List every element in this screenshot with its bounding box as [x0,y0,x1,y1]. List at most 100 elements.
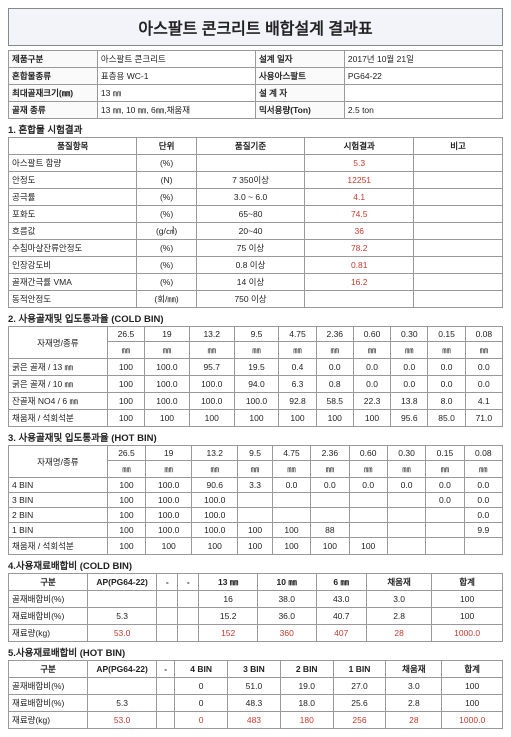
grad-unit: ㎜ [279,342,316,359]
grad-cell [238,493,273,508]
grad-unit: ㎜ [234,342,279,359]
s1-note [414,274,503,291]
mix-cell: 3.0 [386,678,442,695]
mix-cell: 51.0 [228,678,281,695]
grad-cell: 0.0 [426,493,464,508]
mix-row-name: 재료배합비(%) [9,695,88,712]
mix-cell: 43.0 [316,591,366,608]
mix-cell [88,591,157,608]
grad-cell: 0.0 [465,376,502,393]
mix-cell: 28 [366,625,431,642]
meta-label: 골재 종류 [9,102,98,119]
meta-value: 2017년 10월 21일 [344,51,502,68]
section-5-title: 5.사용재료배합비 (HOT BIN) [8,645,503,659]
s1-note [414,291,503,308]
section-5-table: 구분AP(PG64-22)-4 BIN3 BIN2 BIN1 BIN채움재합계골… [8,660,503,729]
grad-unit: ㎜ [238,461,273,478]
s1-h: 품질기준 [196,138,305,155]
s1-unit: (%) [137,257,196,274]
grad-cell: 0.0 [316,359,353,376]
mix-cell: 360 [257,625,316,642]
grad-cell: 0.0 [353,376,390,393]
mix-col: 4 BIN [175,661,228,678]
mix-cell: 53.0 [88,625,157,642]
s1-note [414,172,503,189]
mix-cell: 3.0 [366,591,431,608]
grad-cell [349,508,387,523]
mix-col: AP(PG64-22) [88,574,157,591]
grad-size: 9.5 [234,327,279,342]
meta-label: 사용아스팔트 [255,68,344,85]
grad-unit: ㎜ [353,342,390,359]
meta-value: PG64-22 [344,68,502,85]
mix-col: 채움재 [366,574,431,591]
grad-size: 0.60 [349,446,387,461]
grad-cell: 100 [234,410,279,427]
section-3-title: 3. 사용골재및 입도통과율 (HOT BIN) [8,430,503,444]
grad-unit: ㎜ [311,461,349,478]
s1-std: 65~80 [196,206,305,223]
mix-cell: 100 [442,695,503,712]
grad-row-name: 잔골재 NO4 / 6 ㎜ [9,393,108,410]
meta-label: 혼합물종류 [9,68,98,85]
mix-cell [157,712,175,729]
mix-cell: 28 [386,712,442,729]
grad-cell: 0.0 [426,478,464,493]
grad-cell: 100 [238,523,273,538]
grad-unit: ㎜ [428,342,465,359]
grad-cell: 100 [107,508,145,523]
page-title: 아스팔트 콘크리트 배합설계 결과표 [8,8,503,46]
s1-item: 흐름값 [9,223,137,240]
meta-value: 13 ㎜, 10 ㎜, 6㎜,채움재 [97,102,255,119]
grad-cell: 0.0 [272,478,310,493]
meta-table: 제품구분 아스팔트 콘크리트 설계 일자 2017년 10월 21일 혼합물종류… [8,50,503,119]
section-2-table: 자재명/종류26.51913.29.54.752.360.600.300.150… [8,326,503,427]
grad-cell: 0.0 [428,376,465,393]
grad-cell: 100.0 [145,393,190,410]
s1-note [414,257,503,274]
mix-col: 10 ㎜ [257,574,316,591]
grad-size: 0.08 [464,446,502,461]
meta-label: 설 계 자 [255,85,344,102]
mix-col: 2 BIN [280,661,333,678]
mix-col: 13 ㎜ [199,574,258,591]
s1-h: 단위 [137,138,196,155]
mix-cell: 18.0 [280,695,333,712]
mix-cell: 2.8 [386,695,442,712]
grad-cell: 100 [145,410,190,427]
grad-cell: 0.0 [464,508,502,523]
s1-unit: (g/㎤) [137,223,196,240]
grad-size: 0.15 [428,327,465,342]
mix-row-name: 골재배합비(%) [9,678,88,695]
section-4-title: 4.사용재료배합비 (COLD BIN) [8,558,503,572]
mix-cell: 100 [432,608,503,625]
grad-cell: 0.0 [311,478,349,493]
grad-row-name: 채움재 / 석회석분 [9,538,108,555]
mix-cell [157,678,175,695]
grad-cell: 0.0 [391,376,428,393]
grad-cell: 100.0 [146,508,192,523]
grad-cell: 100 [316,410,353,427]
grad-cell: 100 [107,410,144,427]
mix-cell: 40.7 [316,608,366,625]
mix-cell: 15.2 [199,608,258,625]
grad-cell: 0.0 [391,359,428,376]
grad-unit: ㎜ [107,342,144,359]
meta-value: 표층용 WC-1 [97,68,255,85]
mix-row-name: 골재배합비(%) [9,591,88,608]
grad-cell: 100 [146,538,192,555]
mix-row-name: 재료배합비(%) [9,608,88,625]
grad-cell: 100 [353,410,390,427]
grad-cell [387,493,425,508]
grad-cell: 71.0 [465,410,502,427]
grad-cell: 0.0 [464,478,502,493]
grad-cell: 100 [107,478,145,493]
mix-cell: 16 [199,591,258,608]
grad-size: 13.2 [192,446,238,461]
grad-cell: 0.0 [428,359,465,376]
grad-size: 0.15 [426,446,464,461]
grad-cell [426,508,464,523]
grad-cell: 100.0 [146,523,192,538]
mix-cell: 53.0 [88,712,157,729]
mix-cell [157,591,178,608]
